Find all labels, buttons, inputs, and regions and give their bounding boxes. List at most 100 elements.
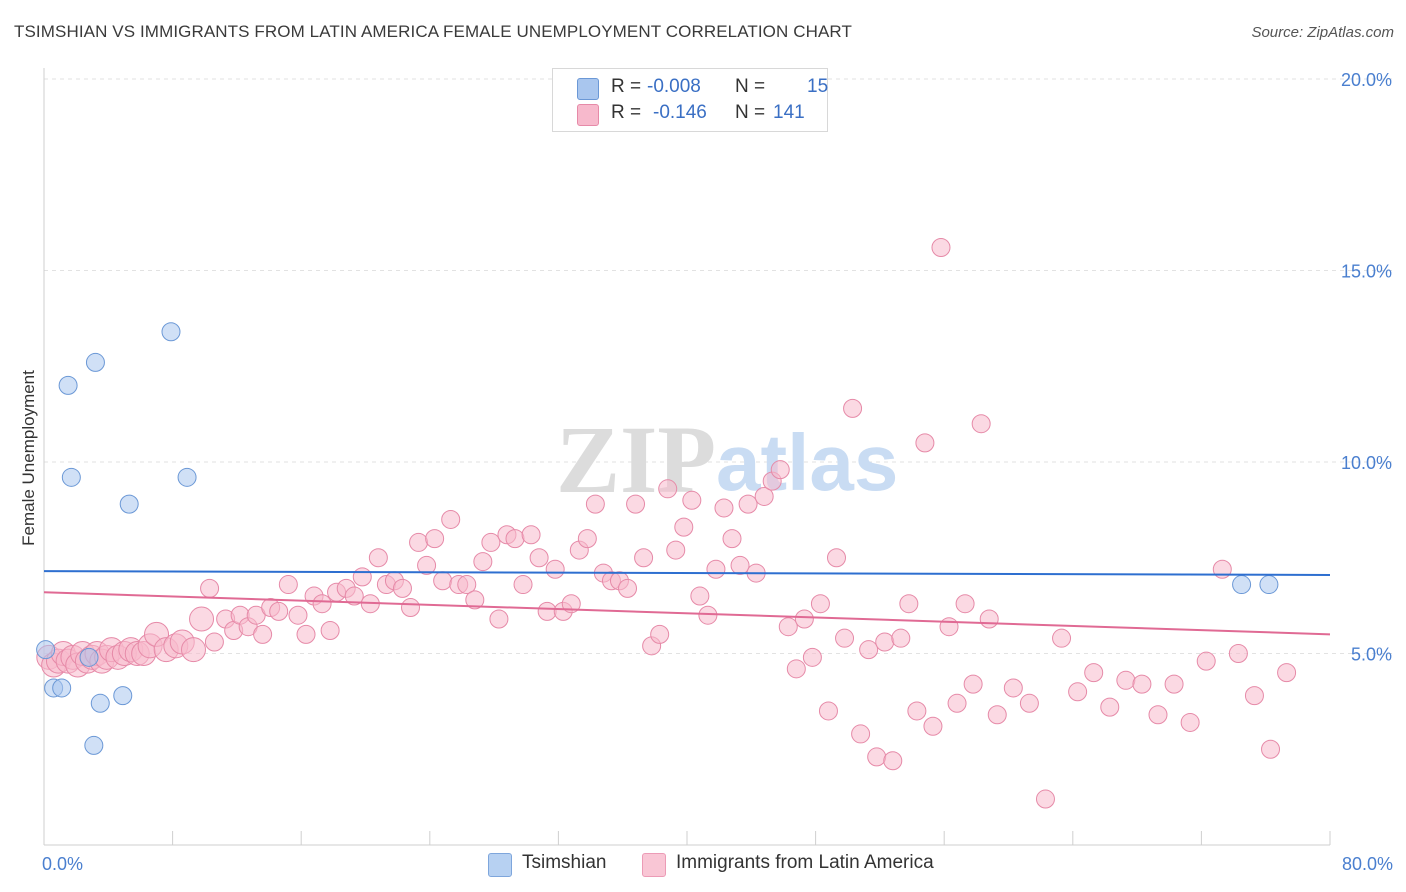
point-immigrants <box>253 624 273 644</box>
point-tsimshian <box>84 735 104 755</box>
point-immigrants <box>278 575 298 595</box>
y-tick-label: 5.0% <box>1351 645 1392 665</box>
point-immigrants <box>585 494 605 514</box>
point-immigrants <box>738 494 758 514</box>
point-tsimshian <box>177 467 197 487</box>
point-immigrants <box>875 632 895 652</box>
point-immigrants <box>296 624 316 644</box>
x-tick-label-min: 0.0% <box>42 854 83 874</box>
legend-swatch-tsimshian <box>577 78 599 100</box>
point-immigrants <box>818 701 838 721</box>
point-immigrants <box>754 486 774 506</box>
point-immigrants <box>312 594 332 614</box>
point-immigrants <box>505 529 525 549</box>
point-immigrants <box>1035 789 1055 809</box>
legend-n-value: 15 <box>807 76 829 97</box>
point-immigrants <box>1148 705 1168 725</box>
trend-line-tsimshian <box>43 570 1331 576</box>
point-immigrants <box>706 559 726 579</box>
point-immigrants <box>1116 670 1136 690</box>
point-immigrants <box>457 575 477 595</box>
point-immigrants <box>481 532 501 552</box>
point-tsimshian <box>90 693 110 713</box>
trend-line-immigrants <box>43 591 1331 636</box>
point-immigrants <box>473 552 493 572</box>
bottom-legend-swatch-immigrants <box>642 853 666 877</box>
point-tsimshian <box>79 647 99 667</box>
point-immigrants <box>722 529 742 549</box>
watermark-atlas: atlas <box>716 418 898 507</box>
point-immigrants <box>778 617 798 637</box>
point-tsimshian <box>36 640 56 660</box>
point-immigrants <box>730 555 750 575</box>
point-immigrants <box>826 548 846 568</box>
point-tsimshian <box>1232 575 1252 595</box>
point-immigrants <box>561 594 581 614</box>
point-immigrants <box>204 632 224 652</box>
point-immigrants <box>1084 663 1104 683</box>
point-immigrants <box>1003 678 1023 698</box>
legend-r-value: -0.146 <box>653 102 707 123</box>
point-immigrants <box>626 494 646 514</box>
point-immigrants <box>441 509 461 529</box>
trend-lines <box>43 570 1331 636</box>
point-immigrants <box>401 598 421 618</box>
point-immigrants <box>682 490 702 510</box>
point-immigrants <box>802 647 822 667</box>
source-credit: Source: ZipAtlas.com <box>1251 24 1394 41</box>
point-immigrants <box>618 578 638 598</box>
point-immigrants <box>344 586 364 606</box>
point-immigrants <box>899 594 919 614</box>
legend-swatch-immigrants <box>577 104 599 126</box>
point-immigrants <box>867 747 887 767</box>
x-tick-label-max: 80.0% <box>1342 854 1393 874</box>
point-immigrants <box>1052 628 1072 648</box>
point-tsimshian <box>58 375 78 395</box>
watermark: ZIP atlas <box>556 406 898 513</box>
point-immigrants <box>658 479 678 499</box>
point-immigrants <box>529 548 549 568</box>
point-immigrants <box>577 529 597 549</box>
chart-title: TSIMSHIAN VS IMMIGRANTS FROM LATIN AMERI… <box>14 22 852 41</box>
point-immigrants <box>971 414 991 434</box>
point-immigrants <box>537 601 557 621</box>
point-immigrants <box>1019 693 1039 713</box>
point-immigrants <box>1228 644 1248 663</box>
point-immigrants <box>1068 682 1088 702</box>
point-immigrants <box>770 460 790 480</box>
point-tsimshian <box>85 352 105 372</box>
point-immigrants <box>513 575 533 595</box>
point-immigrants <box>269 601 289 621</box>
point-immigrants <box>189 606 215 632</box>
point-immigrants <box>794 609 814 629</box>
point-immigrants <box>417 555 437 575</box>
stats-legend: R = -0.008 N = 15 R = -0.146 N = 141 <box>552 68 828 132</box>
point-immigrants <box>947 693 967 713</box>
point-immigrants <box>835 628 855 648</box>
point-immigrants <box>851 724 871 744</box>
point-tsimshian <box>1259 575 1279 595</box>
point-immigrants <box>1196 651 1216 671</box>
point-tsimshian <box>119 494 139 514</box>
y-tick-label: 15.0% <box>1341 262 1392 282</box>
point-immigrants <box>883 751 903 771</box>
axes <box>43 68 1331 846</box>
point-immigrants <box>891 628 911 648</box>
legend-r-label: R = <box>611 102 642 123</box>
point-immigrants <box>433 571 453 591</box>
point-immigrants <box>810 594 830 614</box>
point-immigrants <box>288 605 308 625</box>
point-immigrants <box>963 674 983 694</box>
legend-r-value: -0.008 <box>647 76 701 97</box>
tick-labels: 5.0% 10.0% 15.0% 20.0% 0.0% 80.0% <box>42 70 1393 874</box>
point-immigrants <box>939 617 959 637</box>
point-immigrants <box>1132 674 1152 694</box>
bottom-legend-swatch-tsimshian <box>488 853 512 877</box>
bottom-legend-label-tsimshian: Tsimshian <box>522 852 607 873</box>
point-immigrants <box>1244 686 1264 706</box>
legend-n-label: N = <box>735 102 766 123</box>
point-immigrants <box>690 586 710 606</box>
point-immigrants <box>1100 697 1120 717</box>
point-immigrants <box>979 609 999 629</box>
